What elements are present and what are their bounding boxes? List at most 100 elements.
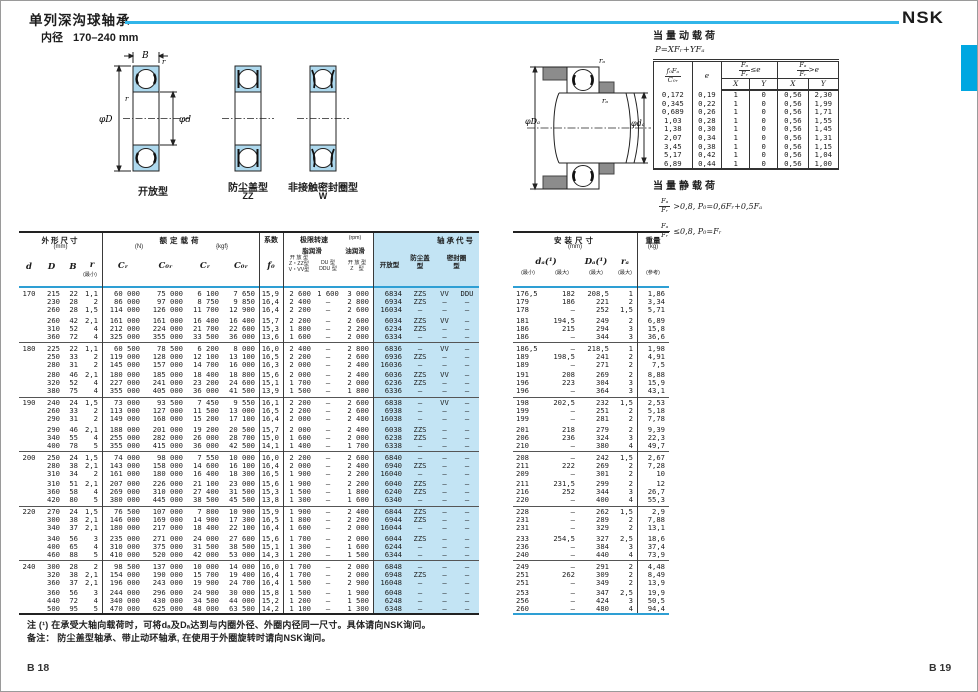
D-cell: 400 — [47, 440, 60, 450]
shield-code-cell: ZZS — [413, 479, 427, 488]
du-speed-cell: — — [325, 370, 331, 379]
cr-n-cell: 86 000 — [114, 297, 140, 306]
page-number-left: B 18 — [27, 662, 50, 674]
d-cell — [19, 371, 39, 379]
weight-cell: 3,34 — [647, 297, 665, 306]
seal-ddu-code-cell: — — [464, 386, 470, 395]
mounting-row: 186 — 344 3 36,6 — [513, 331, 669, 341]
dyn-load-row: 0,689 0,26 1 0 0,56 1,71 — [653, 108, 840, 117]
ra-max-cell: 1,5 — [620, 305, 633, 314]
c0r-kgf-cell: 9 850 — [233, 297, 255, 306]
col-cr-kgf: Cᵣ — [199, 261, 211, 271]
shield-type-code: ZZ — [242, 191, 254, 201]
cr-kgf-cell: 36 000 — [193, 440, 219, 450]
bearing-row: 310 52 4 212 000 224 000 21 700 22 600 15,3 1 80… — [19, 324, 479, 333]
c0r-n-cell: 93 500 — [157, 398, 183, 407]
c0r-n-cell: 217 000 — [152, 523, 183, 532]
dyn-load-cell: 1,03 — [653, 116, 693, 126]
D-cell: 225 — [47, 343, 60, 353]
cr-n-cell: 143 000 — [109, 460, 140, 470]
du-speed-cell: — — [325, 297, 331, 306]
f0-cell: 16,5 — [261, 468, 279, 478]
cr-kgf-cell: 16 400 — [193, 315, 219, 325]
f0-cell: 16,5 — [261, 515, 279, 524]
c0r-kgf-cell: 10 000 — [229, 452, 255, 462]
bearing-row: 360 56 3 244 000 296 000 24 900 30 000 15,8 1 50… — [19, 589, 479, 597]
bearing-spec-table: 外形尺寸 (mm) d D B r (最小) 额定载荷 (N) {kgf} Cᵣ… — [19, 231, 479, 615]
B-cell: 75 — [69, 386, 78, 395]
bearing-row: 260 42 2,1 161 000 161 000 16 400 16 400 15,7 2 … — [19, 315, 479, 325]
c0r-n-cell: 78 500 — [157, 343, 183, 353]
group-separator — [513, 560, 669, 561]
f0-cell: 15,6 — [261, 370, 279, 379]
weight-cell: 1,98 — [647, 343, 665, 353]
c0r-kgf-cell: 17 300 — [229, 515, 255, 524]
c0r-kgf-cell: 22 100 — [229, 523, 255, 532]
dyn-load-row: 3,45 0,38 1 0 0,56 1,15 — [653, 142, 840, 152]
seal-vv-code-cell: — — [442, 468, 447, 478]
shield-code-cell: — — [417, 596, 423, 605]
bearing-code-cell: 6344 — [384, 549, 402, 559]
bearing-row: 400 78 5 355 000 415 000 36 000 42 500 14,1 1 40… — [19, 440, 479, 450]
Da-max-cell: 324 — [596, 432, 609, 442]
f0-cell: 15,1 — [261, 541, 279, 551]
grease-speed-cell: 1 500 — [289, 577, 311, 587]
col-d: d — [26, 262, 32, 272]
grease-speed-cell: 2 200 — [289, 305, 311, 314]
static-load-title: 当量静载荷 — [653, 181, 718, 193]
du-speed-cell: — — [325, 541, 331, 551]
bearing-row: 380 75 4 355 000 405 000 36 000 41 500 13,9 1 50… — [19, 387, 479, 395]
r-cell: 2 — [93, 351, 98, 361]
bearing-code-cell: 6036 — [384, 370, 402, 379]
seal-ddu-code-cell: — — [464, 414, 470, 423]
mounting-row: 220 — 400 4 55,3 — [513, 496, 669, 504]
B-cell: 24 — [69, 507, 78, 516]
cr-kgf-cell: 23 200 — [193, 378, 219, 387]
mounting-row: 176,5 182 208,5 1 1,86 — [513, 290, 669, 298]
weight-cell: 94,4 — [647, 604, 665, 613]
dyn-load-cell: 1 — [721, 159, 751, 170]
cr-n-cell: 207 000 — [109, 479, 140, 488]
cr-kgf-cell: 18 400 — [193, 370, 219, 379]
da-min-cell: 206 — [516, 432, 529, 442]
grease-speed-cell: 2 000 — [289, 359, 311, 369]
weight-cell: 73,9 — [647, 549, 665, 559]
cr-n-cell: 269 000 — [109, 487, 140, 496]
bearing-row: 200 250 24 1,5 74 000 98 000 7 550 10 000 16,0 2 … — [19, 452, 479, 462]
Da-max-cell: 309 — [596, 569, 609, 579]
d-cell — [19, 470, 39, 478]
da-max-cell: — — [570, 386, 575, 395]
weight-cell: 22,3 — [647, 432, 665, 442]
mounting-row: 198 202,5 232 1,5 2,53 — [513, 399, 669, 407]
dim-phid-label: φd — [179, 115, 191, 125]
mounting-row: 231 — 329 2 13,1 — [513, 524, 669, 532]
seal-ddu-code-cell: — — [464, 515, 470, 524]
D-cell: 280 — [47, 359, 60, 369]
du-speed-cell: — — [325, 588, 331, 597]
c0r-kgf-cell: 17 100 — [229, 414, 255, 423]
Da-max-cell: 304 — [596, 378, 609, 387]
c0r-kgf-cell: 18 800 — [229, 370, 255, 379]
da-max-cell: — — [570, 596, 575, 605]
bearing-row: 400 65 4 310 000 375 000 31 500 38 500 15,1 1 30… — [19, 541, 479, 551]
c0r-n-cell: 430 000 — [152, 596, 183, 605]
r-cell: 1,1 — [85, 343, 98, 353]
bearing-row: 180 225 22 1,1 60 500 78 500 6 200 8 000 16,0 2 4… — [19, 343, 479, 353]
seal-vv-code-cell: — — [442, 523, 447, 532]
da-min-cell: 231 — [516, 515, 529, 524]
seal-vv-code-cell: — — [442, 569, 447, 579]
c0r-n-cell: 415 000 — [152, 440, 183, 450]
d-cell — [19, 415, 39, 423]
D-cell: 360 — [47, 577, 60, 587]
ra-max-cell: 2,5 — [620, 533, 633, 543]
Da-max-cell: 262 — [596, 507, 609, 516]
grease-speed-cell: 2 000 — [289, 370, 311, 379]
weight-cell: 4,48 — [647, 561, 665, 571]
bearing-code-cell: 6938 — [384, 406, 402, 415]
f0-cell: 16,0 — [261, 561, 279, 571]
ra-max-cell: 3 — [628, 331, 633, 341]
shield-code-cell: ZZS — [413, 378, 427, 387]
grease-speed-cell: 1 100 — [289, 604, 311, 613]
cr-kgf-cell: 8 750 — [197, 297, 219, 306]
f0-cell: 16,3 — [261, 359, 279, 369]
